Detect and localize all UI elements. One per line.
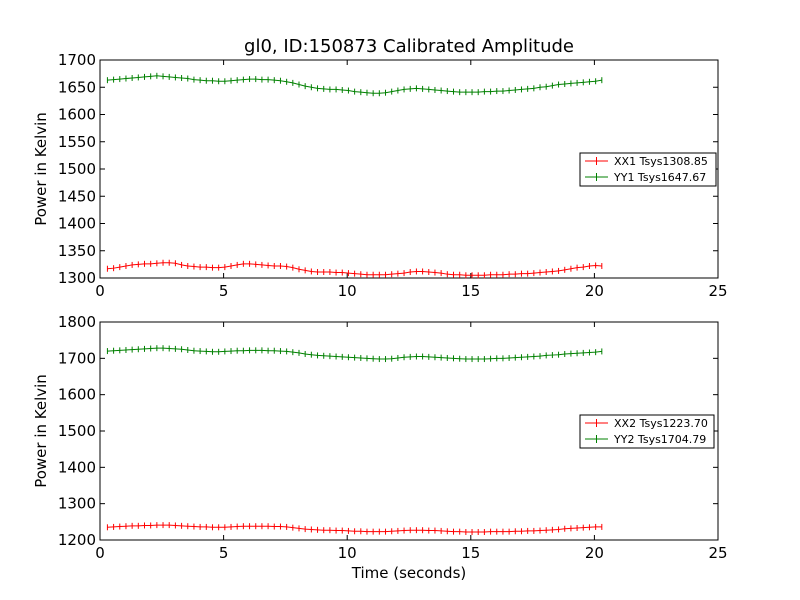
x-axis-label: Time (seconds): [351, 564, 467, 582]
legend-entry-label: YY2 Tsys1704.79: [613, 433, 706, 446]
y-tick-label: 1700: [58, 51, 96, 69]
legend-entry-label: XX2 Tsys1223.70: [614, 417, 708, 430]
bottom-panel: 0 5 10 15 20 25 1200 1300 1400 1500 1600 1700 1800 Po…: [32, 313, 728, 562]
x-tick-label: 5: [219, 282, 229, 300]
legend-box: [579, 152, 717, 187]
legend-box: [579, 414, 715, 449]
x-tick-label: 15: [461, 544, 480, 562]
x-tick-label: 0: [95, 544, 105, 562]
y-tick-label: 1300: [58, 495, 96, 513]
x-tick-label: 5: [219, 544, 229, 562]
x-tick-label: 20: [585, 544, 604, 562]
y-tick-label: 1400: [58, 215, 96, 233]
legend-entry-label: XX1 Tsys1308.85: [614, 155, 708, 168]
y-axis-label: Power in Kelvin: [32, 374, 50, 488]
y-tick-label: 1550: [58, 133, 96, 151]
chart-title: gl0, ID:150873 Calibrated Amplitude: [244, 36, 574, 57]
y-tick-label: 1300: [58, 269, 96, 287]
x-tick-label: 20: [585, 282, 604, 300]
y-tick-label: 1500: [58, 422, 96, 440]
top-panel: 0 5 10 15 20 25 1300 1350 1400 1450 1500 1550 1600 16…: [32, 51, 728, 300]
y-tick-label: 1600: [58, 386, 96, 404]
y-tick-label: 1200: [58, 531, 96, 549]
x-tick-label: 0: [95, 282, 105, 300]
x-tick-label: 10: [338, 282, 357, 300]
y-tick-label: 1800: [58, 313, 96, 331]
x-tick-label: 10: [338, 544, 357, 562]
y-tick-label: 1600: [58, 106, 96, 124]
y-axis-label: Power in Kelvin: [32, 112, 50, 226]
legend-entry-label: YY1 Tsys1647.67: [613, 171, 706, 184]
x-tick-label: 25: [708, 282, 727, 300]
y-tick-label: 1400: [58, 458, 96, 476]
y-tick-label: 1450: [58, 187, 96, 205]
x-tick-label: 25: [708, 544, 727, 562]
y-tick-label: 1650: [58, 78, 96, 96]
y-tick-label: 1350: [58, 242, 96, 260]
y-tick-label: 1700: [58, 349, 96, 367]
y-tick-label: 1500: [58, 160, 96, 178]
x-tick-label: 15: [461, 282, 480, 300]
